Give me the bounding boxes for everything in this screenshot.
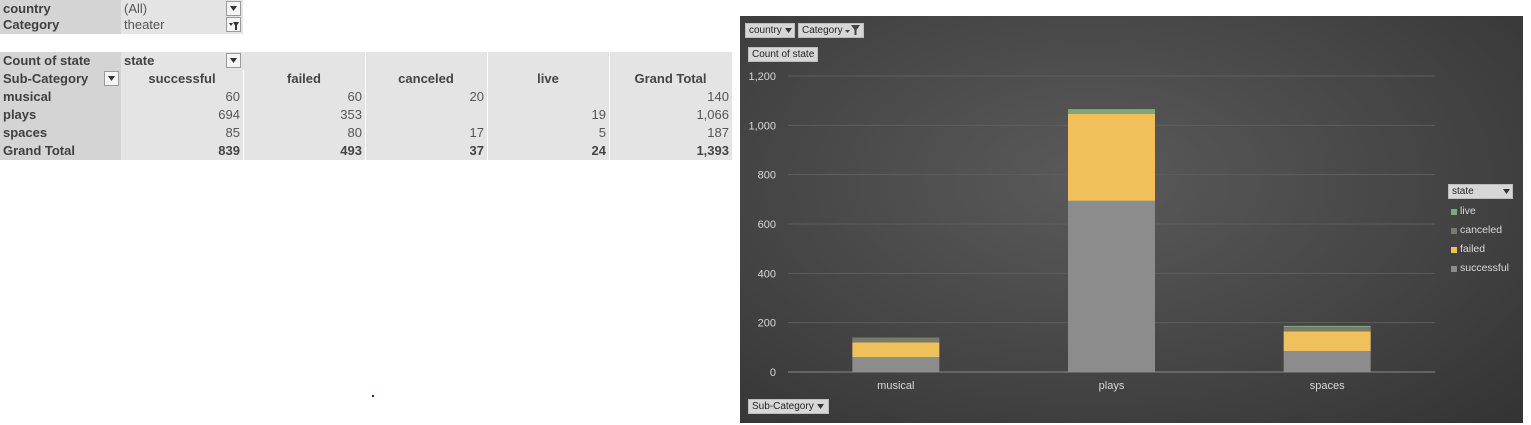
row-label-plays: plays xyxy=(0,106,121,124)
chevron-down-icon xyxy=(108,76,115,81)
table-cell: 85 xyxy=(121,124,243,142)
legend-item-failed: failed xyxy=(1448,240,1514,259)
table-cell: 80 xyxy=(243,124,365,142)
col-header-grand-total: Grand Total xyxy=(609,70,732,88)
row-label-grand-total: Grand Total xyxy=(0,142,121,160)
chart-values-button[interactable]: Count of state xyxy=(748,47,818,62)
column-divider xyxy=(365,52,366,160)
col-header-failed: failed xyxy=(243,70,365,88)
table-cell: 353 xyxy=(243,106,365,124)
bar-failed-musical[interactable] xyxy=(852,342,940,358)
y-tick-label: 800 xyxy=(758,170,776,182)
col-header-canceled: canceled xyxy=(365,70,487,88)
chevron-down-icon xyxy=(785,28,792,33)
legend-swatch xyxy=(1451,247,1457,253)
legend-swatch xyxy=(1451,209,1457,215)
table-cell: 187 xyxy=(609,124,732,142)
chart-axis-button-label: Sub-Category xyxy=(752,401,814,412)
legend-label: failed xyxy=(1460,243,1486,255)
filter-country-label: country xyxy=(0,0,121,18)
filter-category-value[interactable]: theater xyxy=(121,16,243,34)
legend-label: live xyxy=(1460,205,1476,217)
legend-label: successful xyxy=(1460,262,1510,274)
legend-swatch xyxy=(1451,266,1457,272)
bar-canceled-spaces[interactable] xyxy=(1283,327,1371,332)
y-tick-label: 400 xyxy=(758,268,776,280)
chevron-down-icon xyxy=(1503,189,1510,194)
table-cell: 60 xyxy=(121,88,243,106)
chart-legend-button[interactable]: state xyxy=(1448,184,1513,199)
chart-category-button-label: Category xyxy=(802,25,843,36)
x-category-label: plays xyxy=(1099,380,1125,392)
filter-country-value[interactable]: (All) xyxy=(121,0,243,18)
chevron-down-icon xyxy=(230,58,237,63)
table-cell: 60 xyxy=(243,88,365,106)
table-cell: 694 xyxy=(121,106,243,124)
chart-legend-button-label: state xyxy=(1452,186,1474,197)
y-tick-label: 200 xyxy=(758,318,776,330)
table-cell: 17 xyxy=(365,124,487,142)
legend-item-live: live xyxy=(1448,202,1514,221)
legend-item-canceled: canceled xyxy=(1448,221,1514,240)
x-category-label: spaces xyxy=(1310,380,1345,392)
y-tick-label: 600 xyxy=(758,219,776,231)
col-header-successful: successful xyxy=(121,70,243,88)
table-cell: 20 xyxy=(365,88,487,106)
total-cell: 1,393 xyxy=(609,142,732,160)
total-cell: 24 xyxy=(487,142,609,160)
columns-field-dropdown[interactable] xyxy=(226,53,241,68)
y-tick-label: 1,200 xyxy=(748,71,776,83)
table-cell: 5 xyxy=(487,124,609,142)
total-cell: 839 xyxy=(121,142,243,160)
cell-cursor-dot xyxy=(372,395,374,397)
bar-successful-plays[interactable] xyxy=(1068,200,1155,372)
row-label-musical: musical xyxy=(0,88,121,106)
bar-failed-spaces[interactable] xyxy=(1283,331,1371,352)
rows-field-dropdown[interactable] xyxy=(104,71,119,86)
bar-successful-musical[interactable] xyxy=(852,357,940,372)
chart-country-button[interactable]: country xyxy=(745,23,795,38)
filter-icon xyxy=(845,25,860,35)
chart-axis-button[interactable]: Sub-Category xyxy=(748,399,829,414)
bar-live-plays[interactable] xyxy=(1068,109,1155,114)
filter-category-label: Category xyxy=(0,16,121,34)
column-divider xyxy=(243,70,244,160)
table-cell: 1,066 xyxy=(609,106,732,124)
legend-item-successful: successful xyxy=(1448,259,1514,278)
rows-field-label: Sub-Category xyxy=(0,70,121,88)
y-tick-label: 1,000 xyxy=(748,120,776,132)
filter-category-dropdown[interactable] xyxy=(226,17,241,32)
filter-icon xyxy=(229,22,239,30)
chart-legend: state live canceled failed successful xyxy=(1448,184,1514,278)
bar-canceled-musical[interactable] xyxy=(852,337,940,343)
row-label-spaces: spaces xyxy=(0,124,121,142)
legend-label: canceled xyxy=(1460,224,1503,236)
column-divider xyxy=(487,52,488,160)
filter-country-dropdown[interactable] xyxy=(226,1,241,16)
bar-successful-spaces[interactable] xyxy=(1283,351,1371,372)
total-cell: 37 xyxy=(365,142,487,160)
values-label: Count of state xyxy=(0,52,121,70)
chart-country-button-label: country xyxy=(749,25,782,36)
table-cell: 19 xyxy=(487,106,609,124)
table-cell xyxy=(365,106,487,124)
table-cell xyxy=(487,88,609,106)
total-cell: 493 xyxy=(243,142,365,160)
columns-field-label: state xyxy=(121,52,243,70)
chevron-down-icon xyxy=(230,6,237,11)
chart-category-button[interactable]: Category xyxy=(798,23,864,38)
chevron-down-icon xyxy=(817,404,824,409)
legend-swatch xyxy=(1451,228,1457,234)
col-header-live: live xyxy=(487,70,609,88)
x-category-label: musical xyxy=(877,380,914,392)
table-cell: 140 xyxy=(609,88,732,106)
column-divider xyxy=(609,52,610,160)
bar-live-spaces[interactable] xyxy=(1283,325,1371,328)
y-tick-label: 0 xyxy=(770,367,776,379)
pivot-chart[interactable]: country Category Count of state Sub-Cate… xyxy=(740,16,1523,423)
chart-plot-area: 0 200 400 600 800 1,000 1,200 musical plays spac… xyxy=(748,71,1435,392)
bar-failed-plays[interactable] xyxy=(1068,113,1155,201)
